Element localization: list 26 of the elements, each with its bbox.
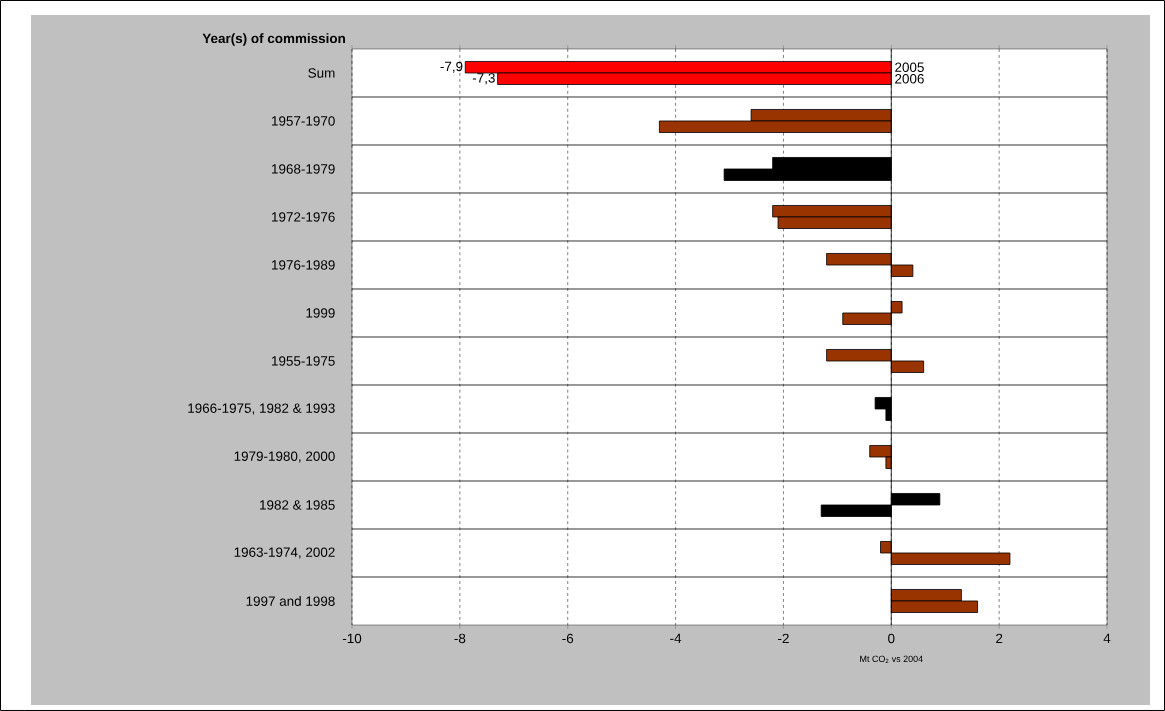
data-label: -7,9 [440, 61, 463, 73]
x-tick-label: -8 [454, 633, 466, 644]
y-tick-label: 1955-1975 [272, 356, 335, 366]
x-tick-label: -6 [562, 633, 574, 644]
x-axis-title: Mt CO$_{2}$ vs 2004 [860, 655, 923, 664]
y-tick-label: Sum [308, 68, 335, 78]
y-axis-title: Year(s) of commission [202, 33, 345, 46]
legend-label: 2005 [895, 62, 924, 72]
y-tick-label: 1982 & 1985 [260, 500, 335, 510]
x-tick-label: -2 [778, 633, 789, 644]
y-tick-label: 1957-1970 [272, 116, 335, 126]
y-tick-label: 1966-1975, 1982 & 1993 [188, 403, 335, 415]
x-tick-label: -10 [342, 633, 362, 644]
y-tick-label: 1997 and 1998 [246, 596, 335, 606]
data-label: -7,3 [472, 73, 495, 85]
y-tick-label: 1972-1976 [272, 212, 335, 222]
x-tick-label: -4 [670, 633, 682, 643]
x-tick-label: 2 [996, 633, 1003, 644]
series-label: 2006 [895, 73, 924, 84]
y-tick-label: 1963-1974, 2002 [234, 547, 335, 559]
x-tick-label: 4 [1103, 633, 1111, 643]
y-tick-label: 1976-1989 [272, 260, 335, 270]
y-tick-label: 1968-1979 [272, 164, 335, 174]
x-tick-label: 0 [888, 633, 895, 644]
y-tick-label: 1999 [306, 308, 335, 318]
y-tick-label: 1979-1980, 2000 [234, 451, 335, 463]
